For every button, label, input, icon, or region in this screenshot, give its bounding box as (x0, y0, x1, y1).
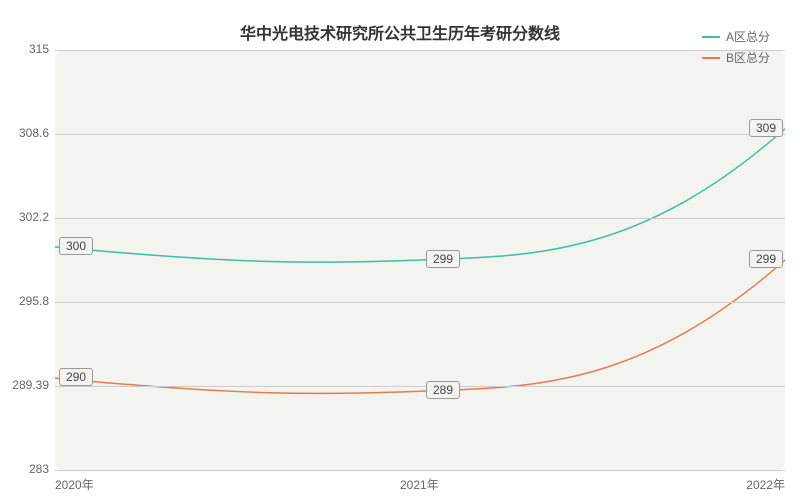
data-label: 309 (749, 119, 783, 137)
y-axis-label: 302.2 (19, 210, 49, 224)
data-label: 289 (426, 381, 460, 399)
data-label: 299 (749, 250, 783, 268)
data-label: 290 (59, 368, 93, 386)
y-axis-label: 315 (29, 42, 49, 56)
line-series-svg (0, 0, 800, 500)
x-axis-label: 2020年 (55, 476, 94, 493)
y-axis-label: 308.6 (19, 126, 49, 140)
series-line (55, 129, 785, 262)
data-label: 300 (59, 237, 93, 255)
data-label: 299 (426, 250, 460, 268)
x-axis-label: 2021年 (400, 476, 439, 493)
gridline (55, 470, 785, 471)
chart-container: 华中光电技术研究所公共卫生历年考研分数线 A区总分B区总分 283289.392… (0, 0, 800, 500)
y-axis-label: 289.39 (12, 378, 49, 392)
gridline (55, 50, 785, 51)
x-axis-label: 2022年 (746, 476, 785, 493)
series-line (55, 260, 785, 393)
gridline (55, 134, 785, 135)
y-axis-label: 283 (29, 462, 49, 476)
gridline (55, 218, 785, 219)
y-axis-label: 295.8 (19, 294, 49, 308)
gridline (55, 302, 785, 303)
gridline (55, 386, 785, 387)
